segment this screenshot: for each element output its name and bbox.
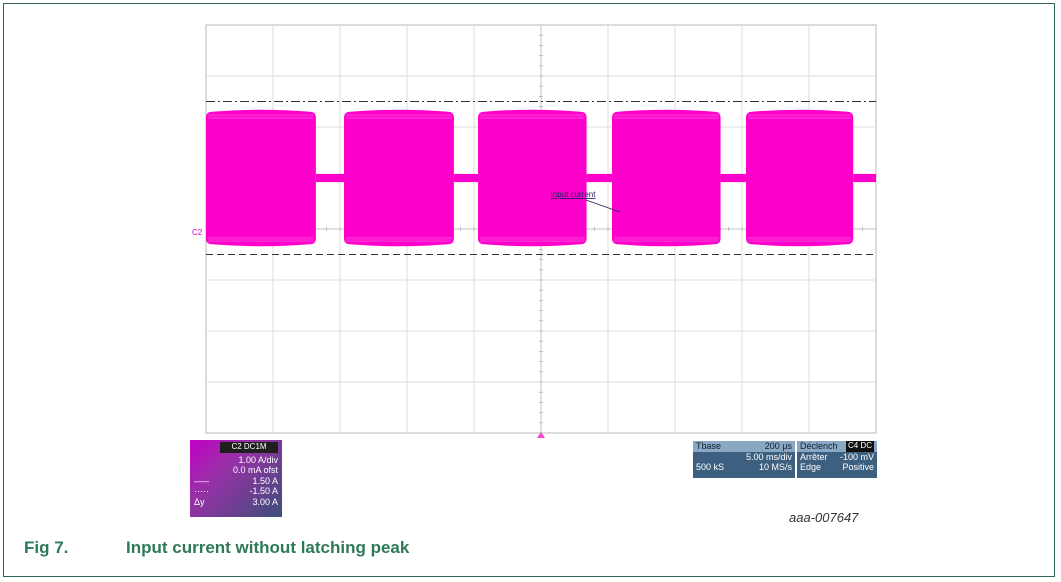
cursor1-dash-icon: ––– [194, 475, 210, 486]
burst-block [206, 109, 316, 247]
trigger-mode-row: Arrêter -100 mV [797, 452, 877, 463]
idle-segment [853, 173, 876, 183]
burst-block [344, 109, 454, 247]
cursor2-row: ····· -1.50 A [190, 486, 282, 497]
trigger-mode: Arrêter [800, 451, 828, 462]
cursor-lines [206, 101, 876, 255]
offset-row: 0.0 mA ofst [190, 465, 282, 476]
tdiv-row: 5.00 ms/div [693, 452, 795, 463]
burst-block [478, 109, 587, 247]
figure-code: aaa-007647 [789, 510, 859, 525]
trigger-header: Déclench C4 DC [797, 441, 877, 452]
trigger-type-row: Edge Positive [797, 462, 877, 473]
annotation-leader [585, 199, 621, 213]
tdiv-value: 5.00 ms/div [745, 451, 792, 462]
trigger-slope: Positive [842, 462, 874, 472]
cursor1-value: 1.50 A [252, 475, 278, 486]
idle-segment [315, 173, 345, 183]
samples-value: 500 kS [696, 462, 725, 472]
timebase-panel: Tbase 200 µs 5.00 ms/div 500 kS 10 MS/s [693, 441, 795, 478]
figure-caption: Fig 7. Input current without latching pea… [24, 538, 409, 558]
figure-frame [3, 3, 1055, 577]
vdiv-value: 1.00 A/div [238, 454, 278, 465]
burst-block [746, 109, 854, 247]
cursor2-dot-icon: ····· [194, 486, 209, 496]
caption-number: Fig 7. [24, 538, 69, 557]
channel-panel: C2 DC1M 1.00 A/div 0.0 mA ofst ––– 1.50 A… [190, 440, 282, 517]
dy-row: Δy 3.00 A [190, 497, 282, 508]
trigger-badge: C4 DC [845, 441, 874, 452]
trigger-type: Edge [800, 462, 822, 472]
idle-segment [720, 173, 747, 183]
cursor1-row: ––– 1.50 A [190, 476, 282, 487]
timebase-label: Tbase [696, 441, 722, 451]
timebase-header: Tbase 200 µs [693, 441, 795, 452]
trigger-level: -100 mV [839, 451, 874, 462]
burst-block [612, 109, 721, 247]
dy-value: 3.00 A [252, 496, 278, 507]
caption-text: Input current without latching peak [126, 538, 410, 557]
current-trace [206, 109, 876, 247]
cursor2-value: -1.50 A [249, 486, 278, 496]
dy-label: Δy [194, 496, 205, 507]
rate-value: 10 MS/s [758, 462, 792, 472]
timebase-delay: 200 µs [764, 441, 792, 451]
channel-header: C2 DC1M [220, 442, 278, 453]
offset-value: 0.0 mA ofst [232, 465, 278, 475]
trigger-marker [537, 432, 545, 438]
sampling-row: 500 kS 10 MS/s [693, 462, 795, 473]
idle-segment [586, 173, 613, 183]
idle-segment [453, 173, 479, 183]
annotation: input current [551, 190, 621, 213]
trigger-label: Déclench [800, 441, 838, 451]
trigger-panel: Déclench C4 DC Arrêter -100 mV Edge Positiv… [797, 441, 877, 478]
vdiv-row: 1.00 A/div [190, 455, 282, 466]
annotation-label: input current [551, 190, 596, 199]
channel-label: C2 [192, 228, 203, 237]
